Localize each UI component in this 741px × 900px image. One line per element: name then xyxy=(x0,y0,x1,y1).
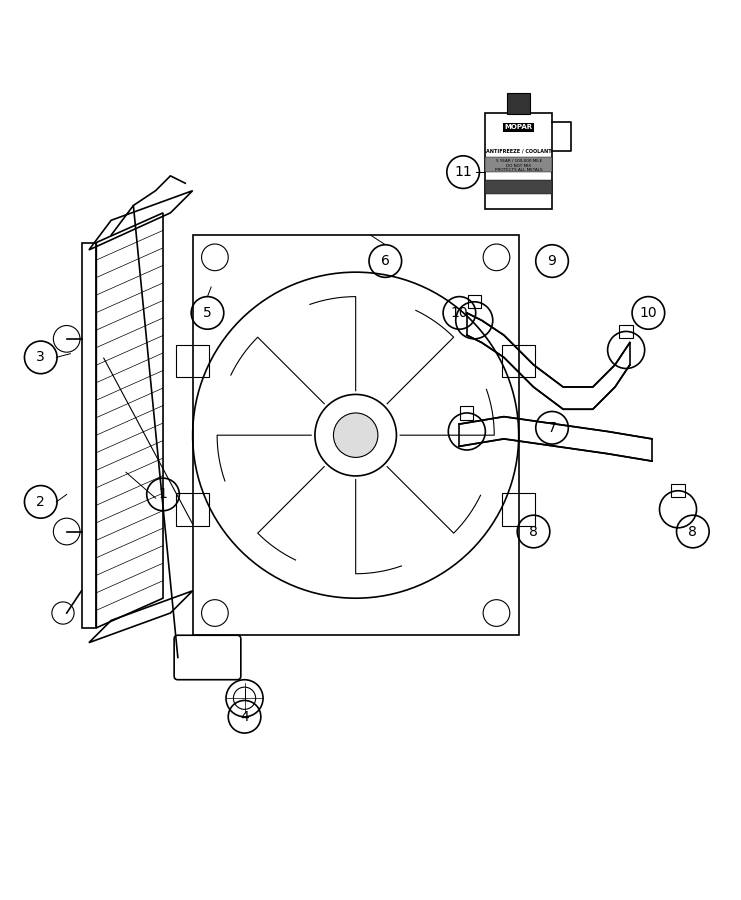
Text: 5 YEAR / 100,000 MILE
DO NOT MIX
PROTECTS ALL METALS: 5 YEAR / 100,000 MILE DO NOT MIX PROTECT… xyxy=(495,159,542,173)
Text: 7: 7 xyxy=(548,421,556,435)
Text: 9: 9 xyxy=(548,254,556,268)
Text: ANTIFREEZE / COOLANT: ANTIFREEZE / COOLANT xyxy=(486,148,551,154)
Text: 2: 2 xyxy=(36,495,45,508)
Text: MOPAR: MOPAR xyxy=(505,124,533,130)
Text: 11: 11 xyxy=(454,165,472,179)
Text: 1: 1 xyxy=(159,488,167,501)
Polygon shape xyxy=(485,112,552,209)
Text: 8: 8 xyxy=(529,525,538,538)
Polygon shape xyxy=(485,158,552,172)
Text: 5: 5 xyxy=(203,306,212,319)
Text: 6: 6 xyxy=(381,254,390,268)
Polygon shape xyxy=(485,179,552,194)
Text: 3: 3 xyxy=(36,350,45,365)
FancyBboxPatch shape xyxy=(507,93,531,114)
Circle shape xyxy=(333,413,378,457)
Text: 10: 10 xyxy=(451,306,468,319)
Text: 10: 10 xyxy=(639,306,657,319)
Text: 8: 8 xyxy=(688,525,697,538)
Text: 4: 4 xyxy=(240,710,249,724)
